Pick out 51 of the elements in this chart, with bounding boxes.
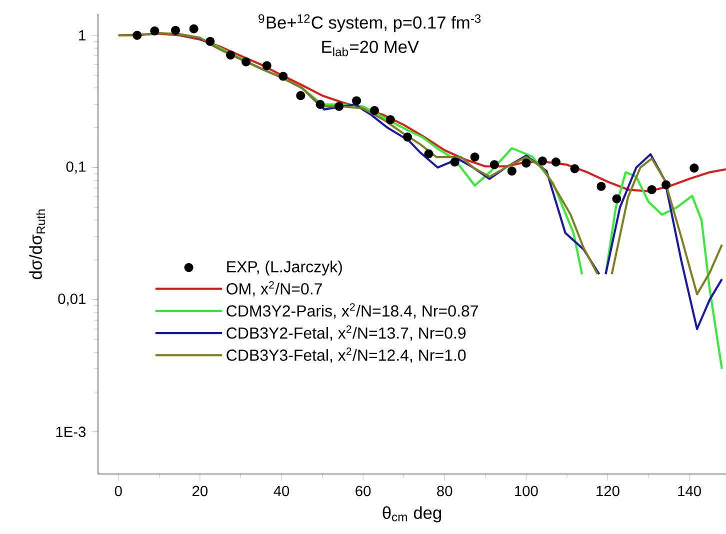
point (278, 72, 288, 81)
y-axis-title: dσ/dσ$_{Ruth}$ (29, 210, 46, 280)
point (507, 166, 516, 176)
x-tick-label: 20 (192, 486, 208, 496)
point (424, 149, 434, 158)
point (596, 182, 606, 191)
point (690, 164, 699, 173)
point (538, 156, 548, 166)
point (570, 164, 580, 174)
point (490, 160, 499, 170)
point (450, 157, 460, 167)
point (334, 102, 344, 111)
point (647, 185, 656, 194)
point (262, 61, 272, 70)
y-tick-label: 0,1 (66, 161, 86, 174)
point (612, 194, 622, 204)
legend-label: CDB3Y3-Fetal, x$^{2}$/N=12.4, Nr=1.0 (226, 347, 466, 363)
point (316, 100, 325, 109)
x-tick-label: 80 (437, 486, 452, 496)
chart-title: $^{9}$Be+$^{12}$C system, p=0.17 fm$^{-3}$ (258, 14, 481, 32)
legend-label: CDM3Y2-Paris, x$^{2}$/N=18.4, Nr=0.87 (226, 303, 478, 319)
x-tick-label: 60 (356, 486, 371, 496)
point (296, 91, 306, 100)
x-tick-label: 140 (678, 486, 701, 496)
x-axis-title: θ$_{cm}$ deg (382, 506, 441, 522)
point (551, 157, 560, 167)
point (226, 50, 236, 60)
point (662, 180, 671, 190)
y-tick-label: 1 (79, 30, 86, 40)
point (206, 36, 215, 46)
point (402, 132, 412, 142)
point (241, 57, 251, 66)
point (170, 26, 180, 35)
point (352, 96, 362, 106)
point (370, 106, 380, 116)
point (522, 158, 531, 168)
y-tick-label: 1E-3 (56, 426, 86, 438)
legend-label: CDB3Y2-Fetal, x$^{2}$/N=13.7, Nr=0.9 (226, 325, 466, 341)
x-tick-label: 40 (274, 486, 290, 496)
x-tick-label: 100 (515, 486, 538, 496)
point (132, 30, 142, 40)
x-tick-label: 120 (596, 486, 620, 496)
legend-label: OM, x$^{2}$/N=0.7 (226, 281, 322, 296)
point (386, 115, 395, 124)
legend-label: EXP, (L.Jarczyk) (227, 260, 342, 276)
point (470, 152, 480, 162)
x-tick-label: 0 (114, 486, 122, 496)
point (150, 26, 160, 36)
text: E$_{lab}$=20 MeV (322, 40, 419, 56)
y-tick-label: 0,01 (58, 294, 86, 306)
point (189, 24, 198, 34)
